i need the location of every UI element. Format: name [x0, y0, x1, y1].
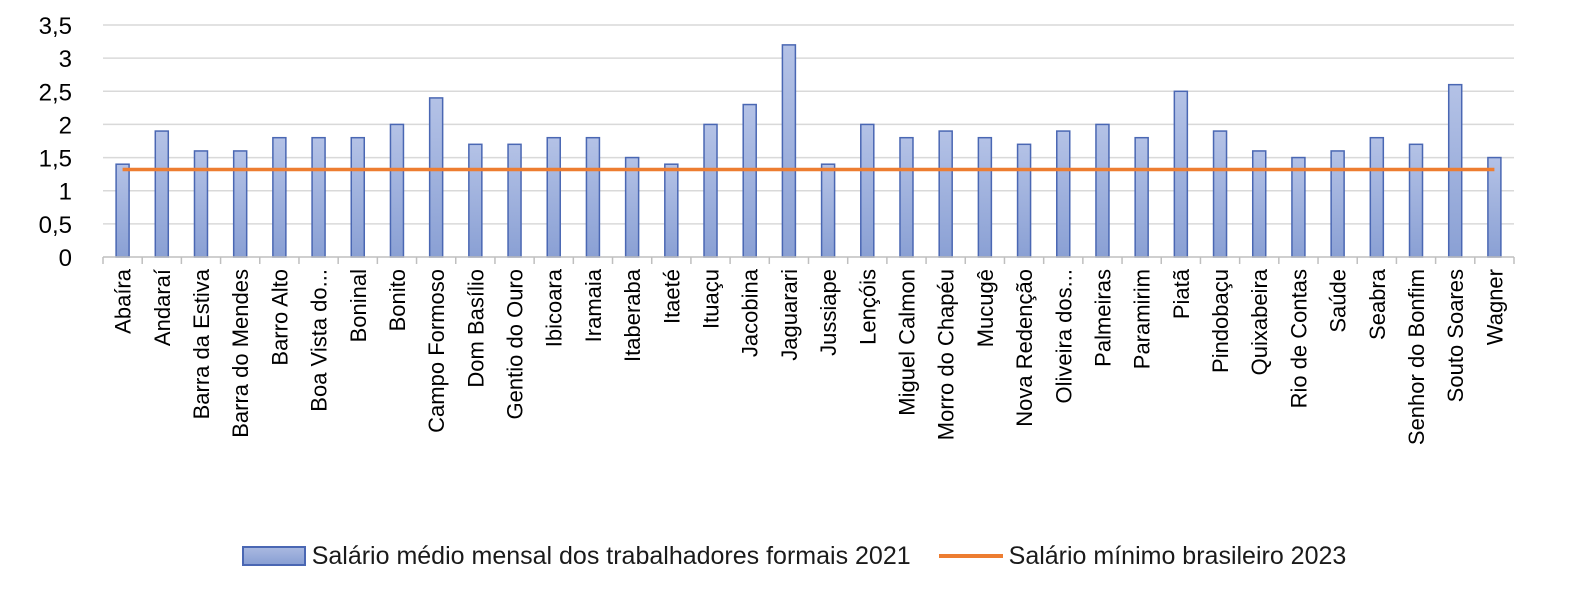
bar-8 [428, 97, 444, 258]
x-tick-label: Boa Vista do... [307, 269, 332, 412]
x-tick-label: Piatã [1169, 268, 1194, 319]
legend-swatch-bar [241, 546, 306, 566]
legend-label-bars: Salário médio mensal dos trabalhadores f… [311, 541, 911, 570]
legend-label-line: Salário mínimo brasileiro 2023 [1008, 541, 1347, 570]
x-tick-label: Jacobina [738, 268, 763, 357]
bar-4 [272, 136, 287, 258]
bar-24 [1056, 130, 1071, 258]
bar-21 [938, 130, 953, 258]
x-tick-label: Barra do Mendes [228, 269, 253, 438]
y-tick-label: 3,5 [39, 13, 72, 40]
bar-30 [1291, 156, 1306, 258]
x-tick-label: Oliveira dos... [1051, 269, 1076, 404]
x-tick-label: Bonito [385, 269, 410, 331]
bar-16 [742, 103, 757, 258]
x-tick-label: Jaguarari [777, 269, 802, 361]
x-tick-label: Rio de Contas [1286, 269, 1311, 408]
x-tick-label: Gentio do Ouro [503, 269, 528, 419]
x-tick-label: Ituaçu [699, 269, 724, 329]
bar-2 [193, 150, 209, 258]
y-tick-labels: 0 0,5 1 1,5 2 2,5 3 3,5 [39, 13, 72, 272]
x-tick-label: Ibicoara [542, 268, 567, 347]
axes [102, 256, 1515, 264]
x-tick-label: Senhor do Bonfim [1404, 269, 1429, 445]
bar-32 [1369, 136, 1385, 258]
x-tick-label: Saúde [1326, 269, 1351, 333]
x-tick-label: Nova Redenção [1012, 269, 1037, 427]
legend: Salário médio mensal dos trabalhadores f… [0, 532, 1588, 580]
x-tick-label: Morro do Chapéu [934, 269, 959, 440]
bar-13 [624, 156, 640, 258]
y-tick-label: 0,5 [39, 212, 72, 239]
bar-31 [1330, 150, 1345, 258]
x-tick-label: Andaraí [150, 269, 175, 346]
bar-29 [1251, 150, 1267, 258]
legend-item-bars: Salário médio mensal dos trabalhadores f… [241, 541, 911, 571]
bar-27 [1173, 90, 1189, 258]
bar-19 [860, 123, 875, 258]
x-tick-label: Seabra [1365, 268, 1390, 340]
y-tick-label: 3 [59, 46, 72, 73]
chart: 0 0,5 1 1,5 2 2,5 3 3,5 Abaíra Andaraí Barra da E… [39, 13, 1515, 445]
legend-item-line: Salário mínimo brasileiro 2023 [938, 541, 1347, 571]
bar-11 [546, 136, 561, 258]
bar-35 [1487, 156, 1502, 258]
x-tick-label: Iramaia [581, 268, 606, 342]
bar-15 [703, 123, 718, 258]
y-tick-label: 1,5 [39, 146, 72, 173]
x-tick-label: Mucugê [973, 269, 998, 347]
bar-28 [1212, 130, 1228, 258]
bar-22 [977, 136, 993, 258]
bar-7 [389, 123, 405, 258]
x-tick-label: Quixabeira [1247, 268, 1272, 375]
x-tick-labels: Abaíra Andaraí Barra da Estiva Barra do Men… [111, 268, 1508, 445]
x-tick-label: Itaeté [659, 269, 684, 324]
gridlines [103, 24, 1514, 225]
bar-18 [820, 163, 836, 258]
legend-swatch-line [938, 554, 1003, 558]
y-tick-label: 0 [59, 245, 72, 272]
bar-14 [664, 163, 679, 258]
bar-6 [350, 136, 366, 258]
x-tick-label: Boninal [346, 269, 371, 342]
x-tick-label: Campo Formoso [424, 269, 449, 433]
bars [115, 44, 1502, 258]
x-tick-label: Itaberaba [620, 268, 645, 362]
x-tick-label: Jussiape [816, 269, 841, 356]
x-tick-label: Pindobaçu [1208, 269, 1233, 373]
x-tick-label: Miguel Calmon [894, 269, 919, 416]
bar-20 [899, 136, 914, 258]
x-tick-label: Wagner [1482, 269, 1507, 345]
x-tick-label: Palmeiras [1090, 269, 1115, 367]
bar-10 [507, 143, 522, 258]
bar-3 [232, 150, 248, 258]
bar-5 [311, 136, 326, 258]
bar-26 [1134, 136, 1149, 258]
bar-9 [468, 143, 483, 258]
x-tick-label: Lençóis [855, 269, 880, 345]
bar-25 [1095, 123, 1110, 258]
x-tick-label: Barro Alto [267, 269, 292, 366]
bar-1 [154, 130, 170, 258]
x-tick-label: Souto Soares [1443, 269, 1468, 402]
bar-23 [1016, 143, 1032, 258]
bar-0 [115, 163, 130, 258]
x-tick-label: Dom Basílio [463, 269, 488, 388]
x-tick-label: Abaíra [111, 268, 136, 334]
y-tick-label: 2 [59, 112, 72, 139]
bar-17 [781, 44, 797, 258]
bar-12 [585, 136, 601, 258]
y-tick-label: 2,5 [39, 79, 72, 106]
x-tick-label: Barra da Estiva [189, 268, 214, 419]
y-tick-label: 1 [59, 179, 72, 206]
x-tick-label: Paramirim [1130, 269, 1155, 369]
bar-33 [1408, 143, 1424, 258]
